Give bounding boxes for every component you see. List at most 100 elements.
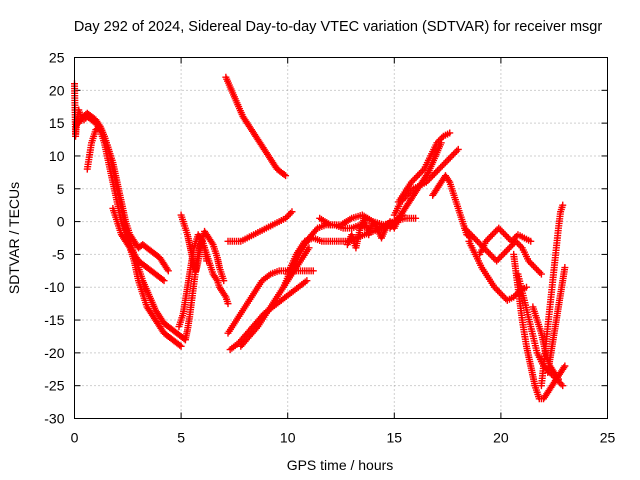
data-point <box>303 277 311 285</box>
data-point <box>493 257 501 265</box>
x-tick-label: 25 <box>600 430 616 446</box>
data-point <box>177 342 185 350</box>
data-point <box>489 254 497 262</box>
data-point <box>288 208 296 216</box>
data-point <box>537 270 545 278</box>
data-point <box>446 129 454 137</box>
data-point <box>445 155 453 163</box>
series-arc-15h-rise-c <box>395 129 454 206</box>
data-point <box>487 232 495 240</box>
data-point <box>485 249 493 257</box>
data-point <box>435 165 443 173</box>
data-point <box>448 152 456 160</box>
data-point <box>494 287 502 295</box>
data-point <box>438 162 446 170</box>
series-arc-early-d <box>109 204 168 285</box>
y-axis-label: SDTVAR / TECUs <box>6 182 22 294</box>
data-point <box>440 160 448 168</box>
data-point <box>561 264 569 272</box>
y-tick-label: 10 <box>49 148 65 164</box>
data-point <box>449 150 457 158</box>
data-point <box>472 236 480 244</box>
data-point <box>536 268 544 276</box>
data-point <box>417 168 425 176</box>
series-arc-7h-diag-a <box>224 267 317 337</box>
y-tick-label: 15 <box>49 115 65 131</box>
data-point <box>533 265 541 273</box>
series-arc-18h-dip-b <box>465 237 530 304</box>
data-point <box>498 227 506 235</box>
data-point <box>492 227 500 235</box>
series-arc-early-c <box>83 122 189 344</box>
data-point <box>501 231 509 239</box>
data-point <box>437 163 445 171</box>
data-point <box>559 382 567 390</box>
data-point <box>528 260 536 268</box>
data-point <box>176 341 184 349</box>
data-point <box>433 167 441 175</box>
data-point <box>286 209 294 217</box>
data-point <box>502 247 510 255</box>
series-arc-7h-high <box>222 73 290 180</box>
x-tick-labels: 0 5 10 15 20 25 <box>71 430 616 446</box>
data-point <box>495 288 503 296</box>
data-point <box>285 211 293 219</box>
data-point <box>473 237 481 245</box>
data-point <box>515 241 523 249</box>
x-tick-label: 5 <box>177 430 185 446</box>
y-tick-label: 0 <box>57 214 65 230</box>
data-point <box>454 145 462 153</box>
x-tick-label: 10 <box>280 430 296 446</box>
data-point <box>414 172 422 180</box>
data-point <box>412 214 420 222</box>
data-point <box>415 170 423 178</box>
data-point <box>436 136 444 144</box>
data-point <box>224 300 232 308</box>
data-point <box>500 229 508 237</box>
data-point <box>432 168 440 176</box>
plot-frame <box>74 57 608 419</box>
y-tick-label: 20 <box>49 82 65 98</box>
data-point <box>529 262 537 270</box>
data-point <box>496 226 504 234</box>
y-tick-label: 25 <box>49 50 65 66</box>
data-point <box>429 172 437 180</box>
data-point <box>305 244 313 252</box>
series-arc-13h-jitter <box>343 211 407 252</box>
series-arc-22h-rise-c <box>529 303 562 383</box>
data-point <box>446 154 454 162</box>
data-point <box>203 257 211 265</box>
x-tick-label: 0 <box>71 430 79 446</box>
data-point <box>498 291 506 299</box>
y-tick-label: -15 <box>44 312 64 328</box>
data-point <box>443 157 451 165</box>
y-tick-labels: -30 -25 -20 -15 -10 -5 0 5 10 15 20 25 <box>44 50 64 427</box>
y-tick-label: -25 <box>44 378 64 394</box>
data-point <box>412 173 420 181</box>
data-point <box>309 267 317 275</box>
data-point <box>559 201 567 209</box>
data-point <box>496 254 504 262</box>
data-point <box>488 231 496 239</box>
data-point <box>497 290 505 298</box>
data-point <box>451 149 459 157</box>
data-point <box>527 237 535 245</box>
y-tick-label: -30 <box>44 411 64 427</box>
data-point <box>503 232 511 240</box>
data-point <box>164 267 172 275</box>
y-tick-label: -20 <box>44 345 64 361</box>
data-point <box>531 264 539 272</box>
data-point <box>488 252 496 260</box>
data-point <box>282 172 290 180</box>
data-point <box>453 147 461 155</box>
data-point <box>534 267 542 275</box>
data-point <box>485 234 493 242</box>
data-point <box>499 250 507 258</box>
x-axis-label: GPS time / hours <box>287 457 394 473</box>
series-arc-early-a <box>71 80 185 350</box>
x-tick-label: 20 <box>493 430 509 446</box>
data-point <box>490 229 498 237</box>
chart-title: Day 292 of 2024, Sidereal Day-to-day VTE… <box>74 19 603 35</box>
data-point <box>160 277 168 285</box>
